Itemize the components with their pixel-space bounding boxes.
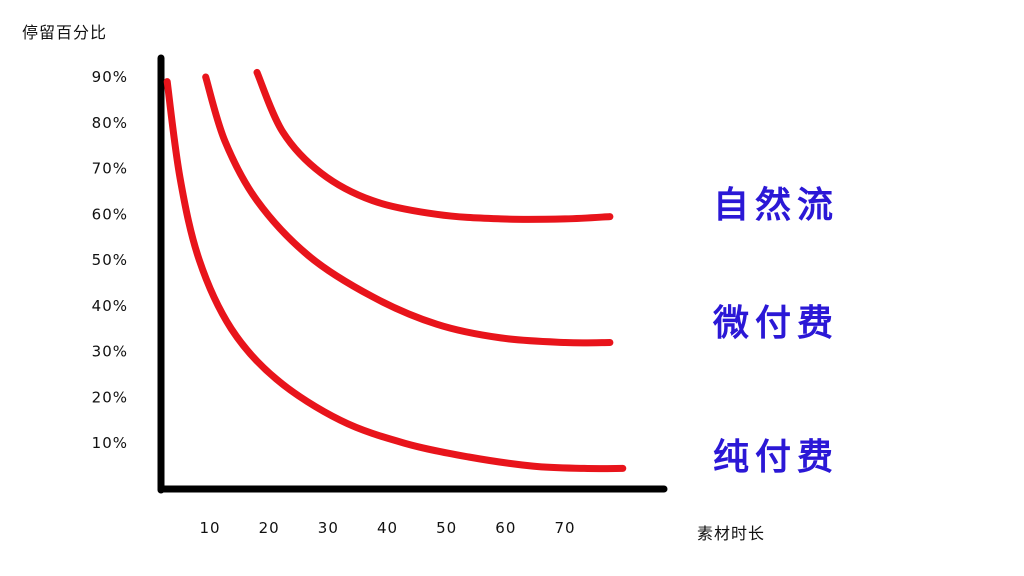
x-tick-label: 10 (199, 519, 220, 537)
x-tick-label: 20 (259, 519, 280, 537)
y-tick-label: 50% (92, 251, 128, 269)
y-tick-label: 30% (92, 343, 128, 361)
series-line-2 (202, 73, 614, 347)
x-tick-label: 60 (495, 519, 516, 537)
x-tick-label: 50 (436, 519, 457, 537)
y-tick-label: 60% (92, 205, 128, 223)
y-tick-labels: 90% 80% 70% 60% 50% 40% 30% 20% 10% (92, 68, 128, 452)
series-label-2: 微付费 (712, 303, 839, 344)
x-tick-labels: 10 20 30 40 50 60 70 (199, 519, 575, 537)
x-tick-label: 30 (318, 519, 339, 537)
y-tick-label: 40% (92, 297, 128, 315)
x-tick-label: 70 (554, 519, 575, 537)
y-axis-title: 停留百分比 (22, 23, 107, 42)
y-tick-label: 20% (92, 388, 128, 406)
y-tick-label: 80% (92, 114, 128, 132)
series-label-1: 自然流 (713, 184, 839, 226)
y-tick-label: 90% (92, 68, 128, 86)
y-tick-label: 70% (92, 160, 128, 178)
series-label-3: 纯付费 (713, 437, 839, 478)
series-group (163, 68, 627, 473)
series-line-1 (253, 68, 614, 223)
series-line-3 (163, 78, 627, 473)
x-axis-title: 素材时长 (697, 524, 765, 543)
y-tick-label: 10% (92, 434, 128, 452)
x-tick-label: 40 (377, 519, 398, 537)
